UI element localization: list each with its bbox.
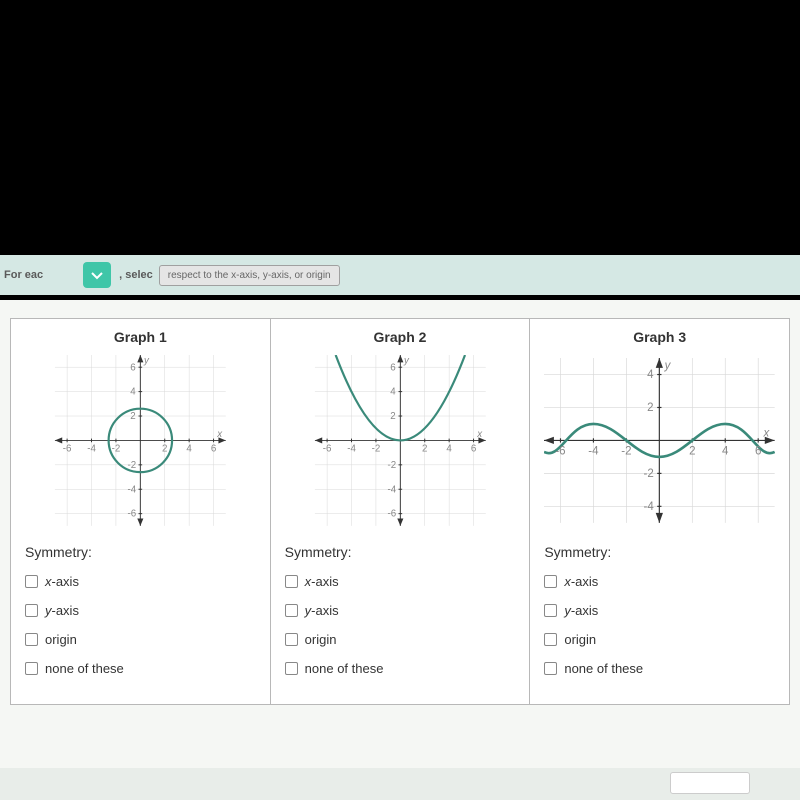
svg-text:-6: -6	[322, 443, 331, 454]
svg-text:y: y	[403, 356, 410, 367]
for-each-label: For eac	[0, 269, 43, 281]
symmetry-label-3: Symmetry:	[544, 544, 775, 560]
panel-graph-1: Graph 1	[10, 318, 271, 705]
svg-text:-2: -2	[622, 445, 632, 457]
option-label: y-axis	[564, 603, 598, 618]
option-label: y-axis	[45, 603, 79, 618]
svg-text:-4: -4	[644, 501, 655, 513]
svg-text:-2: -2	[644, 468, 654, 480]
checkbox[interactable]	[25, 662, 38, 675]
option-1-none[interactable]: none of these	[25, 661, 256, 676]
option-1-xaxis[interactable]: x-axis	[25, 574, 256, 589]
option-2-none[interactable]: none of these	[285, 661, 516, 676]
svg-text:y: y	[143, 356, 150, 367]
svg-text:4: 4	[130, 387, 136, 398]
svg-text:2: 2	[647, 402, 653, 414]
panel-graph-3: Graph 3	[530, 318, 790, 705]
option-label: origin	[305, 632, 337, 647]
checkbox[interactable]	[285, 575, 298, 588]
svg-text:-6: -6	[556, 445, 566, 457]
option-label: x-axis	[45, 574, 79, 589]
svg-text:-4: -4	[589, 445, 600, 457]
svg-text:6: 6	[211, 443, 216, 454]
svg-text:-2: -2	[387, 460, 396, 471]
svg-text:2: 2	[390, 411, 395, 422]
header-bar: For eac , selec respect to the x-axis, y…	[0, 255, 800, 295]
chevron-down-icon	[90, 268, 104, 282]
option-1-origin[interactable]: origin	[25, 632, 256, 647]
svg-text:-4: -4	[127, 484, 136, 495]
svg-text:x: x	[476, 429, 483, 440]
svg-text:4: 4	[722, 445, 729, 457]
svg-text:2: 2	[689, 445, 695, 457]
option-label: none of these	[564, 661, 643, 676]
svg-text:-6: -6	[127, 509, 136, 520]
checkbox[interactable]	[25, 604, 38, 617]
svg-text:x: x	[216, 429, 223, 440]
option-3-origin[interactable]: origin	[544, 632, 775, 647]
svg-text:6: 6	[130, 362, 135, 373]
checkbox[interactable]	[285, 662, 298, 675]
option-2-yaxis[interactable]: y-axis	[285, 603, 516, 618]
option-label: x-axis	[564, 574, 598, 589]
svg-text:4: 4	[186, 443, 192, 454]
svg-text:-4: -4	[347, 443, 356, 454]
graph-2-plot: -6 -4 -2 2 4 6 6 4 2 -2 -4 -6 x y	[285, 355, 516, 526]
select-label: , selec	[119, 269, 153, 281]
option-label: x-axis	[305, 574, 339, 589]
checkbox[interactable]	[25, 633, 38, 646]
svg-text:-4: -4	[387, 484, 396, 495]
main-content: Graph 1	[0, 300, 800, 800]
hint-line2: respect to the x-axis, y-axis, or origin	[168, 270, 331, 281]
symmetry-label-1: Symmetry:	[25, 544, 256, 560]
option-label: none of these	[305, 661, 384, 676]
hint-tooltip: respect to the x-axis, y-axis, or origin	[159, 265, 340, 286]
svg-text:4: 4	[390, 387, 396, 398]
option-3-xaxis[interactable]: x-axis	[544, 574, 775, 589]
svg-text:4: 4	[446, 443, 452, 454]
bottom-button[interactable]	[670, 772, 750, 794]
svg-text:6: 6	[390, 362, 395, 373]
svg-text:4: 4	[647, 369, 654, 381]
checkbox[interactable]	[285, 633, 298, 646]
option-label: origin	[564, 632, 596, 647]
option-label: origin	[45, 632, 77, 647]
dropdown-button[interactable]	[83, 262, 111, 288]
graph-3-plot: -6 -4 -2 2 4 6 4 2 -2 -4 x y	[544, 355, 775, 526]
svg-text:-6: -6	[387, 509, 396, 520]
checkbox[interactable]	[544, 575, 557, 588]
graph-3-title: Graph 3	[544, 329, 775, 345]
option-2-xaxis[interactable]: x-axis	[285, 574, 516, 589]
graph-2-title: Graph 2	[285, 329, 516, 345]
svg-text:-2: -2	[112, 443, 121, 454]
checkbox[interactable]	[544, 633, 557, 646]
option-label: y-axis	[305, 603, 339, 618]
option-1-yaxis[interactable]: y-axis	[25, 603, 256, 618]
svg-text:x: x	[763, 427, 771, 439]
svg-text:y: y	[664, 360, 672, 372]
svg-text:-4: -4	[87, 443, 96, 454]
bottom-bar	[0, 768, 800, 800]
checkbox[interactable]	[25, 575, 38, 588]
checkbox[interactable]	[544, 662, 557, 675]
graph-1-title: Graph 1	[25, 329, 256, 345]
option-3-yaxis[interactable]: y-axis	[544, 603, 775, 618]
svg-text:2: 2	[162, 443, 167, 454]
svg-text:-6: -6	[63, 443, 72, 454]
svg-text:6: 6	[755, 445, 761, 457]
svg-text:6: 6	[471, 443, 476, 454]
graph-panels: Graph 1	[10, 318, 790, 705]
graph-1-plot: -6 -4 -2 2 4 6 6 4 2 -2 -4 -6 x y	[25, 355, 256, 526]
svg-text:-2: -2	[127, 460, 136, 471]
panel-graph-2: Graph 2	[271, 318, 531, 705]
option-label: none of these	[45, 661, 124, 676]
symmetry-label-2: Symmetry:	[285, 544, 516, 560]
svg-text:-2: -2	[371, 443, 380, 454]
checkbox[interactable]	[285, 604, 298, 617]
option-2-origin[interactable]: origin	[285, 632, 516, 647]
svg-text:2: 2	[422, 443, 427, 454]
checkbox[interactable]	[544, 604, 557, 617]
option-3-none[interactable]: none of these	[544, 661, 775, 676]
svg-text:2: 2	[130, 411, 135, 422]
